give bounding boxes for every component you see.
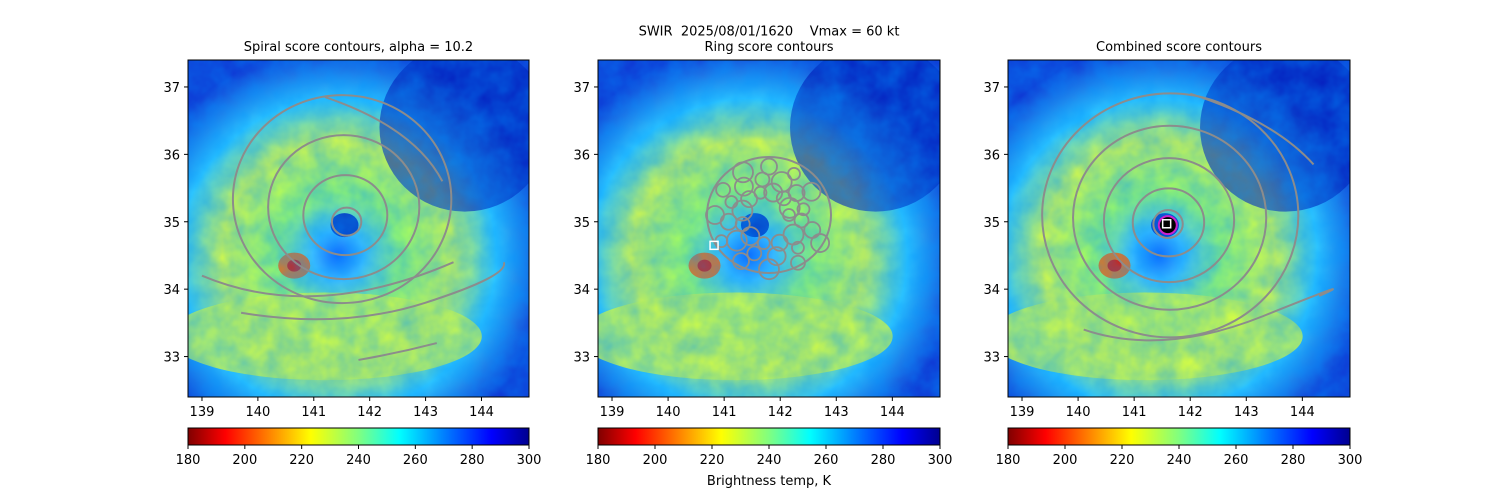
colorbar: 180 200 220 240 260 280 300 bbox=[176, 427, 542, 468]
colorbar-tick-label: 200 bbox=[643, 453, 668, 468]
colorbar-tick-label: 240 bbox=[757, 453, 782, 468]
colorbar-tick-label: 280 bbox=[871, 453, 896, 468]
y-tick-label: 33 bbox=[573, 351, 590, 366]
colorbar-tick-label: 260 bbox=[403, 453, 428, 468]
x-tick-label: 143 bbox=[413, 405, 438, 420]
y-tick-label: 37 bbox=[573, 81, 590, 96]
x-tick-label: 141 bbox=[301, 405, 326, 420]
y-tick-label: 34 bbox=[573, 283, 590, 298]
x-tick-label: 139 bbox=[190, 405, 215, 420]
score-contours bbox=[705, 156, 832, 281]
center-marker bbox=[709, 240, 719, 251]
x-tick-label: 141 bbox=[712, 405, 737, 420]
axes-frame bbox=[597, 59, 941, 398]
y-tick-label: 33 bbox=[983, 351, 1000, 366]
colorbar-tick-label: 220 bbox=[700, 453, 725, 468]
panel-1: Spiral score contours, alpha = 10.2 139 14… bbox=[163, 40, 542, 468]
colorbar: 180 200 220 240 260 280 300 bbox=[996, 427, 1363, 468]
colorbar-tick-label: 180 bbox=[176, 453, 201, 468]
center-marker bbox=[1161, 219, 1172, 229]
y-tick-label: 35 bbox=[163, 216, 180, 231]
x-tick-label: 139 bbox=[1010, 405, 1035, 420]
x-tick-label: 142 bbox=[357, 405, 382, 420]
satellite-image bbox=[1008, 60, 1350, 397]
y-tick-label: 36 bbox=[163, 148, 180, 163]
x-tick-label: 142 bbox=[1178, 405, 1203, 420]
colorbar-tick-label: 240 bbox=[1167, 453, 1192, 468]
colorbar-tick-label: 240 bbox=[346, 453, 371, 468]
panel-title: Combined score contours bbox=[1096, 40, 1262, 55]
x-tick-label: 140 bbox=[1066, 405, 1091, 420]
colorbar: 180 200 220 240 260 280 300 Brightness temp, K bbox=[586, 427, 953, 489]
x-tick-label: 144 bbox=[469, 405, 494, 420]
x-tick-label: 144 bbox=[880, 405, 905, 420]
panel-2: Ring score contours 139 140 141 142 143 144 33 3… bbox=[573, 40, 953, 489]
y-tick-label: 36 bbox=[573, 148, 590, 163]
score-contours bbox=[1041, 92, 1334, 342]
satellite-image bbox=[598, 60, 940, 397]
panel-3: Combined score contours 139 140 141 142 143 14… bbox=[983, 40, 1363, 468]
x-tick-label: 144 bbox=[1290, 405, 1315, 420]
colorbar-tick-label: 300 bbox=[517, 453, 542, 468]
colorbar-tick-label: 220 bbox=[289, 453, 314, 468]
x-tick-label: 143 bbox=[824, 405, 849, 420]
ring-contour-cluster bbox=[705, 156, 832, 281]
y-tick-label: 34 bbox=[983, 283, 1000, 298]
colorbar-label: Brightness temp, K bbox=[707, 474, 832, 489]
y-tick-label: 35 bbox=[573, 216, 590, 231]
colorbar-tick-label: 300 bbox=[928, 453, 953, 468]
colorbar-tick-label: 260 bbox=[1224, 453, 1249, 468]
y-tick-label: 33 bbox=[163, 351, 180, 366]
colorbar-tick-label: 280 bbox=[460, 453, 485, 468]
colorbar-tick-label: 260 bbox=[814, 453, 839, 468]
x-tick-label: 140 bbox=[656, 405, 681, 420]
colorbar-tick-label: 180 bbox=[586, 453, 611, 468]
axes-frame bbox=[1007, 59, 1351, 398]
y-tick-label: 36 bbox=[983, 148, 1000, 163]
colorbar-tick-label: 300 bbox=[1338, 453, 1363, 468]
x-tick-label: 142 bbox=[768, 405, 793, 420]
colorbar-tick-label: 280 bbox=[1281, 453, 1306, 468]
axes-frame bbox=[187, 59, 530, 398]
colorbar-tick-label: 200 bbox=[1053, 453, 1078, 468]
colorbar-tick-label: 200 bbox=[232, 453, 257, 468]
y-tick-label: 37 bbox=[163, 81, 180, 96]
x-tick-label: 141 bbox=[1122, 405, 1147, 420]
colorbar-tick-label: 180 bbox=[996, 453, 1021, 468]
x-tick-label: 143 bbox=[1234, 405, 1259, 420]
score-contours bbox=[201, 94, 506, 361]
panel-title: Spiral score contours, alpha = 10.2 bbox=[244, 40, 473, 55]
colorbar-tick-label: 220 bbox=[1110, 453, 1135, 468]
y-tick-label: 37 bbox=[983, 81, 1000, 96]
y-tick-label: 34 bbox=[163, 283, 180, 298]
x-tick-label: 140 bbox=[245, 405, 270, 420]
panel-title: Ring score contours bbox=[704, 40, 833, 55]
y-tick-label: 35 bbox=[983, 216, 1000, 231]
x-tick-label: 139 bbox=[600, 405, 625, 420]
suptitle: SWIR 2025/08/01/1620 Vmax = 60 kt bbox=[639, 25, 900, 40]
